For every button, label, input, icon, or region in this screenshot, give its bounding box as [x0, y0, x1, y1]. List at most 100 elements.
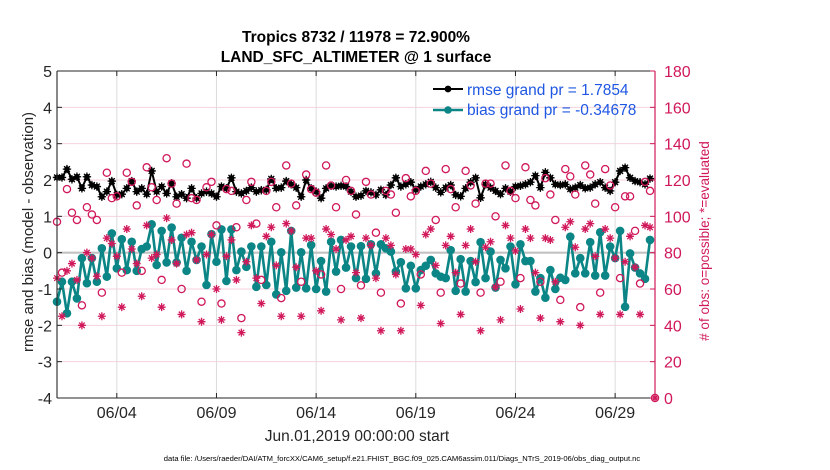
rmse-point-star	[207, 189, 216, 198]
evaluated-obs-marker	[282, 219, 291, 228]
bias-point	[441, 273, 451, 283]
y-tick-label-right: 20	[664, 355, 682, 372]
rmse-point	[82, 172, 92, 181]
y-tick-label-right: 120	[664, 173, 691, 190]
rmse-point-star	[107, 176, 117, 186]
rmse-point	[615, 166, 625, 176]
evaluated-obs-marker	[451, 268, 460, 277]
rmse-point	[102, 187, 112, 196]
rmse-point-star	[257, 185, 266, 195]
possible-obs-marker	[610, 202, 620, 212]
bias-point	[341, 263, 351, 272]
evaluated-obs-marker	[127, 245, 136, 254]
rmse-point	[536, 183, 545, 192]
possible-obs-marker	[341, 175, 351, 185]
evaluated-obs-marker	[287, 226, 296, 235]
bias-point	[127, 237, 137, 247]
rmse-point-star	[112, 190, 121, 200]
rmse-point-star	[421, 180, 430, 189]
bias-point	[351, 273, 361, 283]
rmse-point	[521, 180, 530, 189]
evaluated-obs-marker	[62, 266, 71, 275]
rmse-point	[356, 191, 366, 200]
possible-obs-marker	[640, 177, 650, 187]
possible-obs-marker	[361, 177, 371, 187]
possible-obs-marker	[516, 273, 525, 283]
rmse-point-star	[237, 189, 246, 198]
bias-point	[197, 242, 206, 251]
bias-point	[451, 286, 460, 296]
rmse-point-star	[82, 172, 92, 181]
evaluated-obs-marker	[337, 315, 346, 324]
legend-entry-rmse: rmse grand pr = 1.7854	[433, 82, 629, 99]
possible-obs-marker	[580, 161, 590, 170]
possible-obs-marker	[366, 190, 376, 199]
y-tick-label-left: 0	[43, 246, 52, 263]
evaluated-obs-marker	[606, 234, 615, 243]
rmse-point	[142, 189, 151, 199]
rmse-point-star	[625, 173, 635, 183]
possible-obs-marker	[481, 179, 490, 188]
evaluated-obs-marker	[536, 314, 545, 323]
rmse-point	[267, 174, 276, 184]
possible-obs-marker	[127, 177, 136, 187]
evaluated-obs-marker	[426, 225, 435, 234]
rmse-point-star	[87, 180, 97, 190]
evaluated-obs-marker	[456, 310, 465, 319]
rmse-point	[346, 187, 356, 196]
possible-obs-marker	[456, 279, 465, 288]
rmse-point-star	[481, 180, 490, 189]
rmse-point-star	[501, 184, 510, 193]
evaluated-obs-marker	[257, 299, 266, 308]
legend-rmse-label: rmse grand pr = 1.7854	[467, 82, 629, 99]
possible-obs-marker	[346, 186, 356, 196]
bias-point	[262, 280, 271, 290]
bias-point	[222, 276, 231, 286]
y-tick-label-right: 100	[664, 209, 691, 226]
bias-point	[266, 237, 276, 247]
rmse-point-star	[197, 189, 206, 198]
bias-point	[182, 266, 191, 276]
rmse-point	[625, 173, 635, 183]
rmse-point-star	[341, 182, 351, 191]
evaluated-obs-marker	[82, 248, 91, 257]
rmse-point-star	[212, 192, 221, 201]
bias-point	[147, 220, 156, 229]
bias-point	[511, 279, 520, 289]
rmse-point-star	[97, 192, 107, 201]
evaluated-obs-marker	[631, 263, 640, 272]
rmse-point	[496, 189, 505, 199]
possible-obs-marker	[331, 202, 341, 212]
evaluated-obs-marker	[361, 234, 370, 243]
possible-obs-marker	[431, 215, 440, 225]
rmse-point-star	[77, 184, 87, 193]
evaluated-obs-marker	[461, 241, 470, 250]
possible-obs-marker	[551, 215, 560, 225]
legend: rmse grand pr = 1.7854 bias grand pr = -…	[433, 82, 636, 119]
possible-obs-marker	[590, 199, 600, 208]
evaluated-obs-marker	[546, 235, 555, 244]
possible-obs-marker	[506, 186, 515, 196]
possible-obs-marker	[62, 184, 72, 194]
rmse-point	[67, 175, 77, 184]
bias-point	[212, 257, 221, 267]
evaluated-obs-marker	[416, 301, 425, 310]
bias-point	[72, 294, 82, 303]
evaluated-obs-marker	[152, 250, 161, 259]
rmse-point-star	[331, 182, 341, 191]
evaluated-obs-marker	[317, 306, 326, 315]
rmse-point-star	[167, 179, 176, 188]
bias-point	[526, 256, 535, 266]
bias-point	[316, 256, 326, 266]
possible-obs-marker	[391, 208, 401, 217]
rmse-point-star	[561, 180, 570, 189]
bias-point	[496, 255, 505, 265]
evaluated-obs-marker	[217, 315, 226, 324]
rmse-point-star	[546, 173, 555, 183]
possible-obs-marker	[511, 193, 520, 203]
rmse-point-star	[511, 182, 520, 191]
rmse-point-star	[416, 182, 425, 191]
possible-obs-marker	[620, 192, 630, 201]
evaluated-obs-marker	[277, 312, 286, 321]
